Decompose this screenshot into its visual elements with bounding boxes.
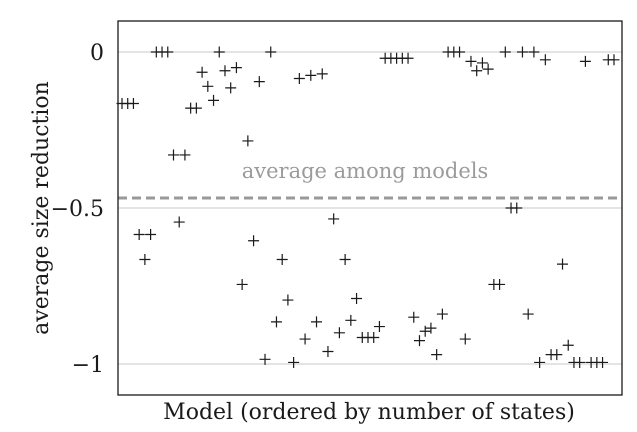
data-point [162, 46, 174, 58]
data-point [333, 327, 345, 339]
data-point [328, 213, 340, 225]
data-point [139, 253, 151, 265]
data-point [351, 292, 363, 304]
data-point [522, 308, 534, 320]
data-point [270, 316, 282, 328]
data-point [219, 65, 231, 77]
data-point [196, 66, 208, 78]
data-point [225, 82, 237, 94]
data-point [202, 80, 214, 92]
plot-frame [117, 20, 623, 396]
data-point [425, 322, 437, 334]
data-point [534, 356, 546, 368]
y-tick-labels: 0 −0.5 −1 [51, 41, 104, 378]
data-point [265, 46, 277, 58]
data-point [236, 278, 248, 290]
data-point [248, 235, 260, 247]
data-point [413, 335, 425, 347]
y-tick-label: −0.5 [51, 197, 104, 222]
data-point [213, 46, 225, 58]
data-point [345, 314, 357, 326]
data-point [608, 54, 620, 66]
data-point [316, 68, 328, 80]
data-point [127, 97, 139, 109]
data-point [574, 356, 586, 368]
data-point [305, 69, 317, 81]
data-point [562, 339, 574, 351]
data-point [368, 331, 380, 343]
y-tick-label: 0 [90, 41, 104, 66]
data-point [579, 55, 591, 67]
data-point [557, 258, 569, 270]
data-points [116, 46, 620, 368]
data-point [528, 46, 540, 58]
data-point [282, 294, 294, 306]
data-point [293, 73, 305, 85]
data-point [311, 316, 323, 328]
data-point [167, 149, 179, 161]
data-point [253, 76, 265, 88]
data-point [516, 46, 528, 58]
data-point [597, 356, 609, 368]
data-point [276, 253, 288, 265]
data-point [459, 333, 471, 345]
data-point [133, 229, 145, 241]
data-point [482, 63, 494, 75]
data-point [471, 65, 483, 77]
data-point [419, 325, 431, 337]
data-point [465, 55, 477, 67]
data-point [402, 52, 414, 64]
data-point [339, 253, 351, 265]
data-point [322, 346, 334, 358]
data-point [173, 216, 185, 228]
data-point [288, 356, 300, 368]
data-point [551, 349, 563, 361]
data-point [373, 321, 385, 333]
data-point [431, 349, 443, 361]
gridlines [118, 51, 622, 365]
data-point [230, 62, 242, 74]
y-axis-label: average size reduction [29, 81, 54, 335]
data-point [476, 57, 488, 69]
data-point [408, 311, 420, 323]
data-point [190, 102, 202, 114]
data-point [179, 149, 191, 161]
data-point [511, 202, 523, 214]
data-point [494, 278, 506, 290]
data-point [259, 353, 271, 365]
data-point [539, 54, 551, 66]
data-point [242, 135, 254, 147]
data-point [145, 229, 157, 241]
x-axis-label: Model (ordered by number of states) [163, 400, 575, 425]
data-point [454, 46, 466, 58]
reference-line-label: average among models [242, 159, 489, 183]
data-point [299, 333, 311, 345]
y-tick-label: −1 [72, 353, 104, 378]
data-point [499, 46, 511, 58]
data-point [436, 308, 448, 320]
data-point [208, 94, 220, 106]
